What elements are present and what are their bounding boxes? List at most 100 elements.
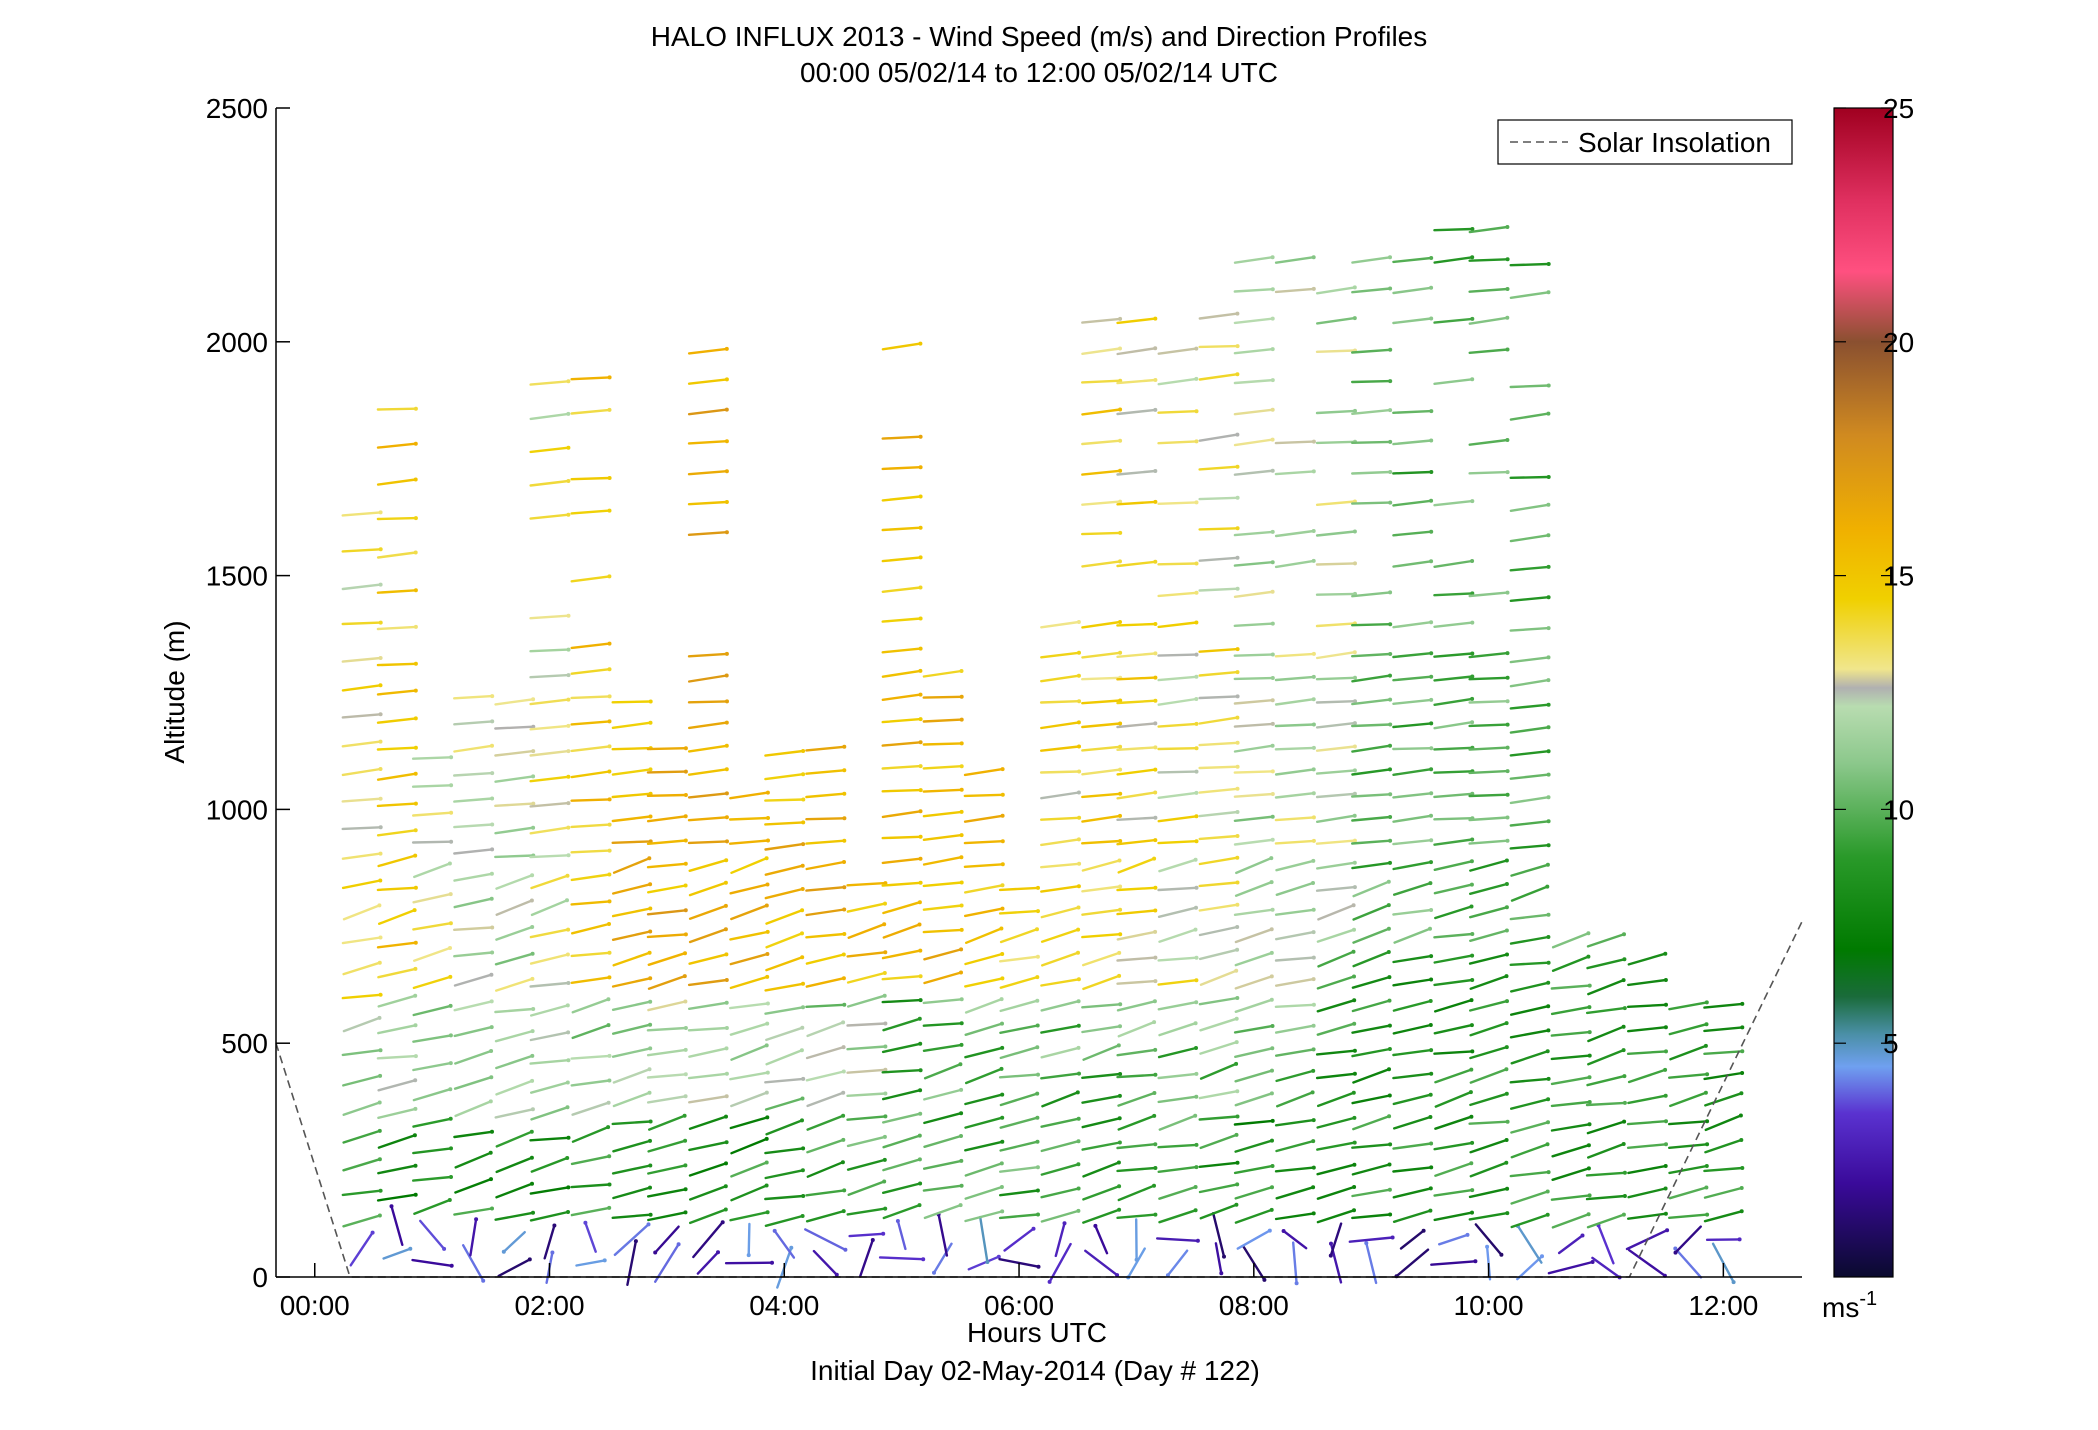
wind-barb <box>649 953 685 965</box>
wind-barb <box>730 1073 768 1080</box>
wind-barb <box>454 746 492 752</box>
wind-barb <box>924 999 962 1003</box>
wind-barb-head <box>960 1043 964 1047</box>
wind-barb-head <box>1506 723 1510 727</box>
wind-barb <box>1277 1092 1312 1106</box>
wind-barb-head <box>1135 1258 1139 1262</box>
wind-barb-head <box>1077 1187 1081 1191</box>
wind-barb-head <box>918 923 922 927</box>
wind-barb <box>378 1166 415 1174</box>
wind-barb <box>883 528 921 530</box>
wind-barb-head <box>608 509 612 513</box>
wind-barb <box>1393 700 1431 704</box>
wind-barb-head <box>1469 1161 1473 1165</box>
wind-barb <box>848 1160 885 1170</box>
wind-barb <box>924 697 962 698</box>
wind-barb <box>1352 257 1390 262</box>
wind-barb <box>1394 1095 1431 1104</box>
wind-barb-head <box>1235 433 1239 437</box>
wind-barb-head <box>1270 998 1274 1002</box>
wind-barb-head <box>1036 1140 1040 1144</box>
wind-barb-head <box>801 820 805 824</box>
wind-barb <box>1082 724 1120 728</box>
wind-barb <box>414 1089 450 1100</box>
wind-barb <box>1213 1213 1224 1256</box>
wind-barb <box>1001 929 1037 942</box>
wind-barb-head <box>1271 347 1275 351</box>
wind-barb <box>1354 952 1389 966</box>
wind-barb-head <box>1236 670 1240 674</box>
wind-barb <box>1393 441 1431 445</box>
wind-barb <box>378 1109 415 1118</box>
wind-barb-head <box>1118 559 1122 563</box>
wind-barb-head <box>1194 1021 1198 1025</box>
wind-barb-head <box>414 1023 418 1027</box>
wind-barb <box>1317 287 1355 293</box>
wind-barb <box>572 825 610 827</box>
wind-barb-head <box>843 1248 847 1252</box>
wind-barb <box>883 951 920 959</box>
wind-barb <box>1276 1049 1313 1055</box>
wind-barb-head <box>566 1210 570 1214</box>
wind-barb-head <box>883 1045 887 1049</box>
plot-area <box>276 108 1802 1288</box>
wind-barb <box>1160 1023 1196 1035</box>
wind-barb-head <box>1663 1068 1667 1072</box>
wind-barb-head <box>567 648 571 652</box>
wind-barb-head <box>1429 1093 1433 1097</box>
wind-barb <box>807 1211 844 1221</box>
wind-barb-head <box>1077 791 1081 795</box>
wind-barb-head <box>1547 655 1551 659</box>
wind-barb-head <box>1428 1115 1432 1119</box>
wind-barb-head <box>607 873 611 877</box>
wind-barb-head <box>531 1007 535 1011</box>
wind-barb-head <box>725 1046 729 1050</box>
wind-barb <box>1200 1117 1238 1120</box>
wind-barb <box>883 742 921 745</box>
wind-barb-head <box>449 892 453 896</box>
wind-barb <box>1394 1211 1430 1222</box>
wind-barb-head <box>1194 1185 1198 1189</box>
wind-barb-head <box>1270 1091 1274 1095</box>
wind-barb-head <box>489 1099 493 1103</box>
wind-barb <box>966 1118 1003 1128</box>
wind-barb <box>1276 1213 1314 1219</box>
wind-barb-head <box>1429 860 1433 864</box>
wind-barb-head <box>648 1000 652 1004</box>
wind-barb <box>1628 980 1666 985</box>
wind-barb <box>1511 597 1549 601</box>
wind-barb <box>807 1190 845 1195</box>
wind-barb-head <box>766 839 770 843</box>
wind-barb <box>1471 1023 1507 1035</box>
wind-barb-head <box>766 791 770 795</box>
wind-barb-head <box>449 1117 453 1121</box>
wind-barb-head <box>379 712 383 716</box>
wind-barb <box>689 746 727 752</box>
wind-barb-head <box>1077 884 1081 888</box>
wind-barb <box>806 770 844 773</box>
wind-barb <box>1000 1215 1038 1218</box>
wind-barb <box>496 1109 533 1117</box>
wind-barb-head <box>649 1213 653 1217</box>
wind-barb-head <box>1153 721 1157 725</box>
wind-barb-head <box>1429 286 1433 290</box>
wind-barb <box>883 811 921 817</box>
wind-barb <box>1317 770 1355 773</box>
wind-barb-head <box>378 1214 382 1218</box>
wind-barb <box>1393 653 1431 657</box>
wind-barb <box>1042 1141 1079 1151</box>
wind-barb-head <box>1429 1023 1433 1027</box>
wind-barb <box>413 923 451 929</box>
wind-barb <box>1276 257 1314 263</box>
wind-barb <box>1511 680 1549 686</box>
wind-barb <box>454 1209 492 1215</box>
wind-barb-head <box>1664 1094 1668 1098</box>
wind-barb <box>1352 841 1390 844</box>
wind-barb-head <box>1429 651 1433 655</box>
wind-barb <box>808 1116 844 1130</box>
wind-barb-head <box>1664 1025 1668 1029</box>
wind-barb-head <box>683 1163 687 1167</box>
wind-barb <box>497 1158 532 1172</box>
wind-barb <box>1082 910 1120 915</box>
wind-barb-head <box>883 1135 887 1139</box>
